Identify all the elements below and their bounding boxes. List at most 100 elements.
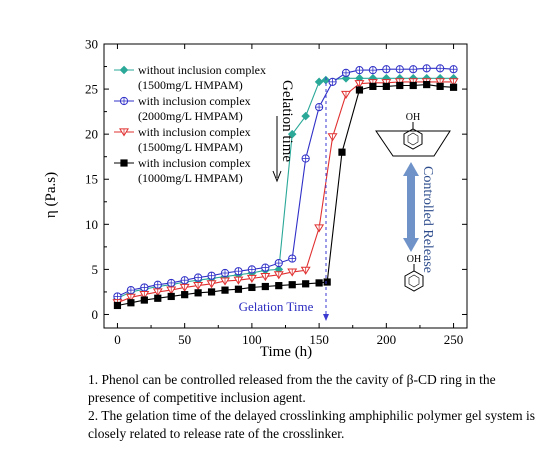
legend: without inclusion complex (1500mg/L HMPAM… <box>114 63 266 185</box>
data-point <box>287 129 297 139</box>
caption-phenol-release: 1. Phenol can be controlled released fro… <box>88 372 496 405</box>
gelation-time-arrowhead <box>272 170 282 183</box>
gelation-time-dashed-arrowhead <box>323 314 329 321</box>
data-point <box>396 81 404 90</box>
data-point <box>338 148 346 156</box>
x-tick-label: 200 <box>377 332 397 347</box>
oh-label-bottom: OH <box>407 254 421 265</box>
data-point <box>194 289 202 297</box>
legend-label: with inclusion complex <box>138 94 251 108</box>
y-tick-label: 10 <box>85 217 98 232</box>
x-tick-label: 100 <box>242 332 262 347</box>
data-point <box>448 78 459 87</box>
data-point <box>153 280 162 289</box>
data-point <box>207 271 216 280</box>
data-point <box>341 90 351 100</box>
data-point <box>246 274 257 283</box>
data-point <box>275 282 283 290</box>
viscosity-chart: 0 50 100 150 200 250 0 5 10 15 20 25 30 without incl… <box>43 37 468 360</box>
data-point <box>409 65 418 74</box>
data-point <box>409 81 417 90</box>
data-point <box>260 273 271 282</box>
data-point <box>193 282 204 291</box>
oh-label-top: OH <box>406 112 420 123</box>
x-axis-label: Time (h) <box>260 344 312 360</box>
legend-label-sub: (2000mg/L HMPAM) <box>138 109 243 123</box>
data-point <box>119 96 129 106</box>
data-point <box>314 77 324 87</box>
data-point <box>327 133 338 142</box>
data-point <box>449 65 458 74</box>
data-point <box>261 282 269 291</box>
data-point <box>139 291 150 300</box>
data-point <box>355 86 364 94</box>
legend-label: with inclusion complex <box>138 125 251 139</box>
legend-label: without inclusion complex <box>138 63 266 77</box>
data-point <box>206 280 217 289</box>
data-point <box>207 288 216 296</box>
data-point <box>395 65 404 74</box>
data-point <box>119 128 129 137</box>
data-point <box>261 263 270 272</box>
data-point <box>167 292 175 301</box>
data-point <box>120 159 128 167</box>
data-point <box>233 276 244 285</box>
data-point <box>341 68 351 77</box>
legend-label-sub: (1000mg/L HMPAM) <box>138 171 243 185</box>
data-point <box>166 286 177 295</box>
legend-entry-1: without inclusion complex(1500mg/L HMPAM… <box>114 63 266 92</box>
y-tick-label: 0 <box>92 307 99 322</box>
data-point <box>423 80 431 89</box>
data-point <box>221 286 229 294</box>
data-point <box>354 80 365 89</box>
y-tick-label: 20 <box>85 127 98 142</box>
legend-entry-2: with inclusion complex(2000mg/L HMPAM) <box>114 94 251 123</box>
data-point <box>449 83 458 91</box>
data-point <box>314 224 325 233</box>
data-point <box>436 82 444 90</box>
data-point <box>422 64 431 73</box>
data-point <box>315 103 324 112</box>
data-point <box>302 280 310 288</box>
x-tick-label: 0 <box>114 332 121 347</box>
data-point <box>382 65 391 74</box>
data-point <box>301 154 310 163</box>
data-point <box>220 277 230 286</box>
x-tick-label: 150 <box>309 332 329 347</box>
y-tick-label: 25 <box>85 82 98 97</box>
y-tick-label: 15 <box>85 172 98 187</box>
data-point <box>273 271 284 280</box>
data-point <box>288 254 297 263</box>
data-point <box>167 278 176 288</box>
controlled-release-arrow <box>403 162 419 252</box>
caption-gelation-time: 2. The gelation time of the delayed cros… <box>88 408 536 441</box>
data-point <box>436 64 445 73</box>
legend-label: with inclusion complex <box>138 156 251 170</box>
x-tick-label: 250 <box>444 332 464 347</box>
data-point <box>300 266 311 275</box>
cyclodextrin-inclusion-icon: OH <box>375 112 451 157</box>
data-point <box>301 111 310 121</box>
legend-label-sub: (1500mg/L HMPAM) <box>138 140 243 154</box>
data-point <box>288 281 296 289</box>
data-point <box>126 286 135 295</box>
chart-marks <box>112 64 459 310</box>
series-4 <box>113 80 458 310</box>
series-2 <box>113 64 458 301</box>
data-point <box>382 82 390 90</box>
data-point <box>140 283 149 292</box>
data-point <box>369 82 377 90</box>
axes-frame: 0 50 100 150 200 250 0 5 10 15 20 25 30 <box>85 37 468 347</box>
data-point <box>315 279 323 287</box>
data-point <box>179 283 190 292</box>
data-point <box>152 288 163 297</box>
legend-entry-4: with inclusion complex(1000mg/L HMPAM) <box>114 156 251 185</box>
data-point <box>220 268 230 278</box>
data-point <box>119 65 129 75</box>
gelation-time-bottom-label: Gelation Time <box>239 299 314 314</box>
data-point <box>247 265 256 274</box>
data-point <box>234 285 243 293</box>
gelation-time-annotation: Gelation time <box>279 80 295 162</box>
y-tick-label: 30 <box>85 37 98 52</box>
controlled-release-label: Controlled Release <box>420 166 435 273</box>
